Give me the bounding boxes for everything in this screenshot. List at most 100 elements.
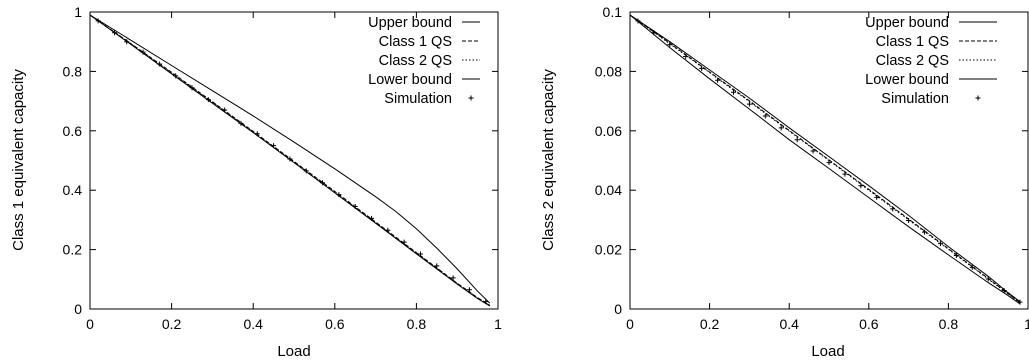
simulation-point [778,125,784,131]
simulation-point [874,194,880,200]
series-upper-bound-class1 [89,14,491,304]
y-tick-label: 0.08 [595,63,622,79]
simulation-point [1017,299,1023,305]
simulation-point [953,253,959,259]
simulation-point [483,299,489,305]
simulation-point [699,65,705,71]
simulation-point [937,241,943,247]
simulation-point [222,107,228,113]
x-tick-label: 0 [626,316,634,332]
y-tick-label: 0.06 [595,123,622,139]
x-tick-label: 0 [86,316,94,332]
simulation-point [715,77,721,83]
y-tick-label: 0.04 [595,182,622,198]
legend-label: Class 1 QS [876,34,949,50]
x-tick-label: 0.2 [162,316,182,332]
legend-label: Simulation [384,91,452,107]
x-tick-label: 0.4 [779,316,799,332]
simulation-point [906,217,912,223]
simulation-point [238,120,244,126]
x-tick-label: 0.6 [325,316,345,332]
simulation-point [762,113,768,119]
legend-label: Class 1 QS [379,34,452,50]
legend-swatch [468,95,474,101]
legend-label: Class 2 QS [379,53,452,69]
simulation-point [111,30,117,36]
simulation-point [124,39,130,45]
simulation-point [858,183,864,189]
simulation-point [189,85,195,91]
y-tick-label: 0 [614,301,622,317]
y-axis-label-class1: Class 1 equivalent capacity [10,69,27,251]
y-ticks-class1: 0 0.2 0.4 0.6 0.8 1 [63,4,498,317]
x-ticks-class2: 0 0.2 0.4 0.6 0.8 1 [626,12,1029,332]
x-axis-label-class1: Load [277,343,310,360]
legend-label: Upper bound [865,15,949,31]
simulation-point [352,204,358,210]
series-simulation-class1 [95,18,489,305]
simulation-point [336,192,342,198]
simulation-point [434,263,440,269]
simulation-point [969,264,975,270]
y-tick-label: 0.4 [63,182,83,198]
simulation-point [95,18,101,24]
simulation-point [173,73,179,79]
simulation-point [890,206,896,212]
series-upper-bound-class2 [629,14,1021,303]
simulation-point [810,148,816,154]
series-class-1-qs-class2 [629,14,1021,303]
series-class-2-qs-class2 [629,14,1021,304]
chart-class2: Load Class 2 equivalent capacity 0 0.2 0.4… [540,4,1029,360]
x-tick-label: 0.6 [859,316,879,332]
plot-frame-class2 [629,11,1029,310]
simulation-point [1001,288,1007,294]
series-class1 [89,14,491,307]
y-axis-label-class2: Class 2 equivalent capacity [540,69,557,251]
simulation-point [730,89,736,95]
simulation-point [287,156,293,162]
series-lower-bound-class2 [629,14,1021,305]
chart-class1: Load Class 1 equivalent capacity 0 0.2 0.4… [10,4,502,360]
simulation-point [746,101,752,107]
x-tick-label: 0.2 [700,316,720,332]
simulation-point [683,54,689,60]
simulation-point [985,276,991,282]
simulation-point [254,131,260,137]
x-tick-label: 0.8 [407,316,427,332]
legend-label: Lower bound [368,72,452,88]
y-tick-label: 0.02 [595,242,622,258]
y-tick-label: 0.1 [603,4,623,20]
simulation-point [303,168,309,174]
x-ticks-class1: 0 0.2 0.4 0.6 0.8 1 [86,12,502,332]
x-tick-label: 1 [494,316,502,332]
simulation-point [922,229,928,235]
simulation-point [450,275,456,281]
simulation-point [417,251,423,257]
simulation-point [385,227,391,233]
y-tick-label: 1 [74,4,82,20]
x-tick-label: 0.4 [243,316,263,332]
legend-class1: Upper bound Class 1 QS Class 2 QS Lower bou… [368,15,480,107]
legend-class2: Upper bound Class 1 QS Class 2 QS Lower bou… [865,15,997,107]
y-tick-label: 0 [74,301,82,317]
simulation-point [271,143,277,149]
series-class2 [629,14,1023,305]
simulation-point [369,215,375,221]
simulation-point [401,239,407,245]
simulation-point [156,61,162,67]
series-simulation-class2 [635,18,1023,305]
simulation-point [842,171,848,177]
simulation-point [667,42,673,48]
legend-label: Simulation [881,91,949,107]
legend-swatch [975,95,981,101]
plot-frame-class1 [89,11,499,310]
legend-label: Lower bound [865,72,949,88]
simulation-point [826,160,832,166]
y-ticks-class2: 0 0.02 0.04 0.06 0.08 0.1 [595,4,1028,317]
x-tick-label: 0.8 [939,316,959,332]
x-tick-label: 1 [1024,316,1029,332]
y-tick-label: 0.2 [63,242,83,258]
x-axis-label-class2: Load [811,343,844,360]
simulation-point [205,97,211,103]
simulation-point [635,18,641,24]
